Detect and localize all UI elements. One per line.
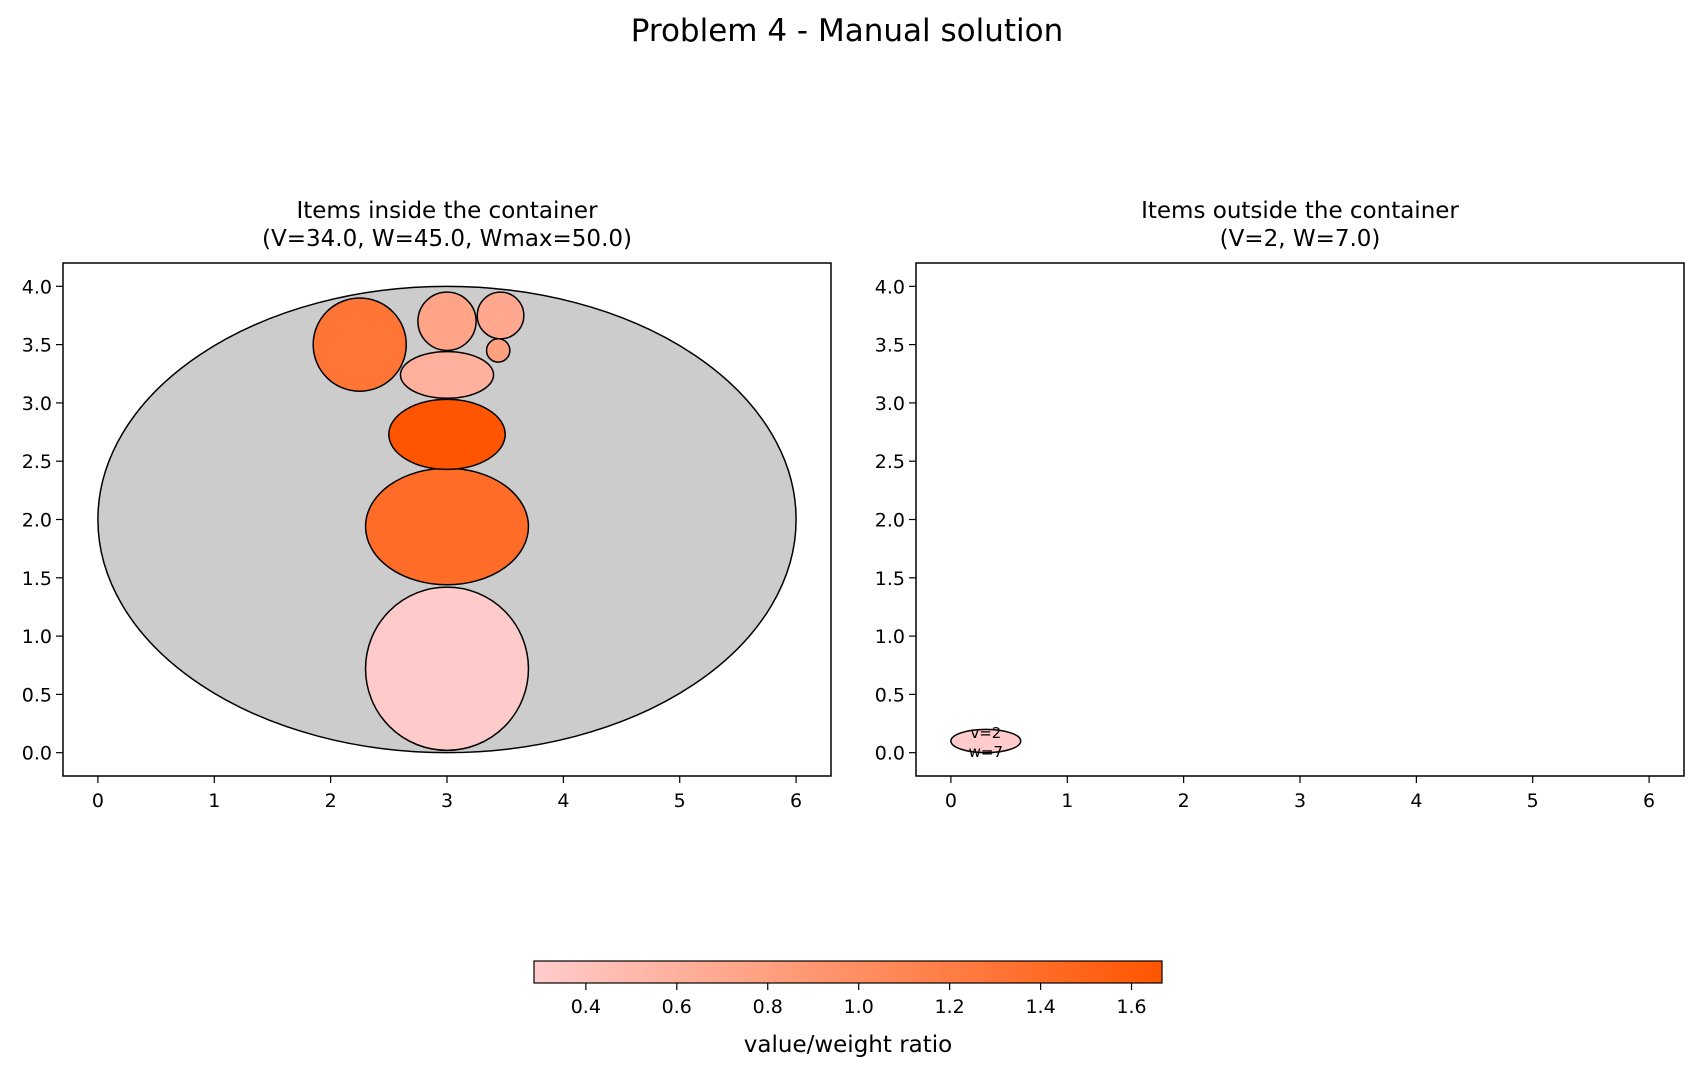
- axes-frame: [915, 262, 1685, 777]
- x-tick-label: 3: [1294, 790, 1306, 812]
- colorbar-gradient: [533, 960, 1163, 984]
- y-tick-label: 1.0: [22, 626, 52, 648]
- y-tick-label: 1.0: [875, 626, 905, 648]
- y-tick-label: 4.0: [875, 276, 905, 298]
- y-tick-label: 2.0: [22, 510, 52, 532]
- item-label-value: v=2: [970, 724, 1001, 742]
- x-tick-label: 5: [674, 790, 686, 812]
- item-ellipse: [312, 297, 408, 393]
- item-ellipse: [485, 338, 511, 363]
- y-tick-label: 1.5: [875, 568, 905, 590]
- axis-ticks: 0 1 2 3 4 5 6 0.0 0.5 1.0 1.5 2.0 2.5 3.0 3.5 4.0: [875, 276, 1655, 812]
- colorbar-tick-label: 1.2: [935, 996, 965, 1018]
- y-tick-label: 0.5: [22, 684, 52, 706]
- colorbar-tick-label: 1.4: [1025, 996, 1055, 1018]
- y-tick-label: 1.5: [22, 568, 52, 590]
- colorbar-ticks: 0.4 0.6 0.8 1.0 1.2 1.4 1.6: [571, 983, 1147, 1018]
- x-tick-label: 6: [1643, 790, 1655, 812]
- plot-area: v=2w=7: [950, 724, 1022, 761]
- item-ellipse: [950, 728, 1022, 754]
- y-tick-label: 2.5: [22, 451, 52, 473]
- item-ellipse: [476, 291, 525, 340]
- x-tick-label: 5: [1527, 790, 1539, 812]
- x-tick-label: 1: [208, 790, 220, 812]
- item-label-weight: w=7: [969, 743, 1003, 761]
- y-tick-label: 0.0: [22, 743, 52, 765]
- y-tick-label: 4.0: [22, 276, 52, 298]
- panel-items-inside: Items inside the container (V=34.0, W=45…: [22, 198, 832, 812]
- x-tick-label: 6: [790, 790, 802, 812]
- colorbar-tick-label: 1.6: [1116, 996, 1146, 1018]
- x-tick-label: 1: [1061, 790, 1073, 812]
- colorbar-tick-label: 0.8: [753, 996, 783, 1018]
- y-tick-label: 2.5: [875, 451, 905, 473]
- y-tick-label: 3.0: [22, 393, 52, 415]
- y-tick-label: 3.5: [22, 335, 52, 357]
- panel-title: Items inside the container: [296, 198, 598, 224]
- y-tick-label: 3.0: [875, 393, 905, 415]
- x-tick-label: 4: [557, 790, 569, 812]
- x-tick-label: 0: [92, 790, 104, 812]
- x-tick-label: 2: [325, 790, 337, 812]
- x-tick-label: 2: [1178, 790, 1190, 812]
- panel-subtitle: (V=2, W=7.0): [1220, 226, 1381, 252]
- y-tick-label: 0.0: [875, 743, 905, 765]
- panel-items-outside: Items outside the container (V=2, W=7.0)…: [875, 198, 1685, 812]
- plot-area: [97, 285, 797, 754]
- axis-ticks: 0 1 2 3 4 5 6 0.0 0.5 1.0 1.5 2.0 2.5 3.0 3.5 4.0: [22, 276, 802, 812]
- figure-title: Problem 4 - Manual solution: [631, 13, 1063, 49]
- item-ellipse: [364, 586, 530, 752]
- colorbar-label: value/weight ratio: [744, 1032, 952, 1058]
- y-tick-label: 0.5: [875, 684, 905, 706]
- item-ellipse: [388, 398, 506, 471]
- x-tick-label: 0: [945, 790, 957, 812]
- colorbar-tick-label: 0.6: [662, 996, 692, 1018]
- colorbar-tick-label: 1.0: [844, 996, 874, 1018]
- panel-subtitle: (V=34.0, W=45.0, Wmax=50.0): [262, 226, 632, 252]
- panel-title: Items outside the container: [1141, 198, 1459, 224]
- colorbar-tick-label: 0.4: [571, 996, 601, 1018]
- x-tick-label: 4: [1410, 790, 1422, 812]
- item-ellipse: [364, 467, 530, 586]
- y-tick-label: 2.0: [875, 510, 905, 532]
- x-tick-label: 3: [441, 790, 453, 812]
- y-tick-label: 3.5: [875, 335, 905, 357]
- colorbar: 0.4 0.6 0.8 1.0 1.2 1.4 1.6 value/weight ratio: [533, 960, 1163, 1058]
- item-ellipse: [417, 291, 477, 352]
- item-ellipse: [399, 350, 495, 399]
